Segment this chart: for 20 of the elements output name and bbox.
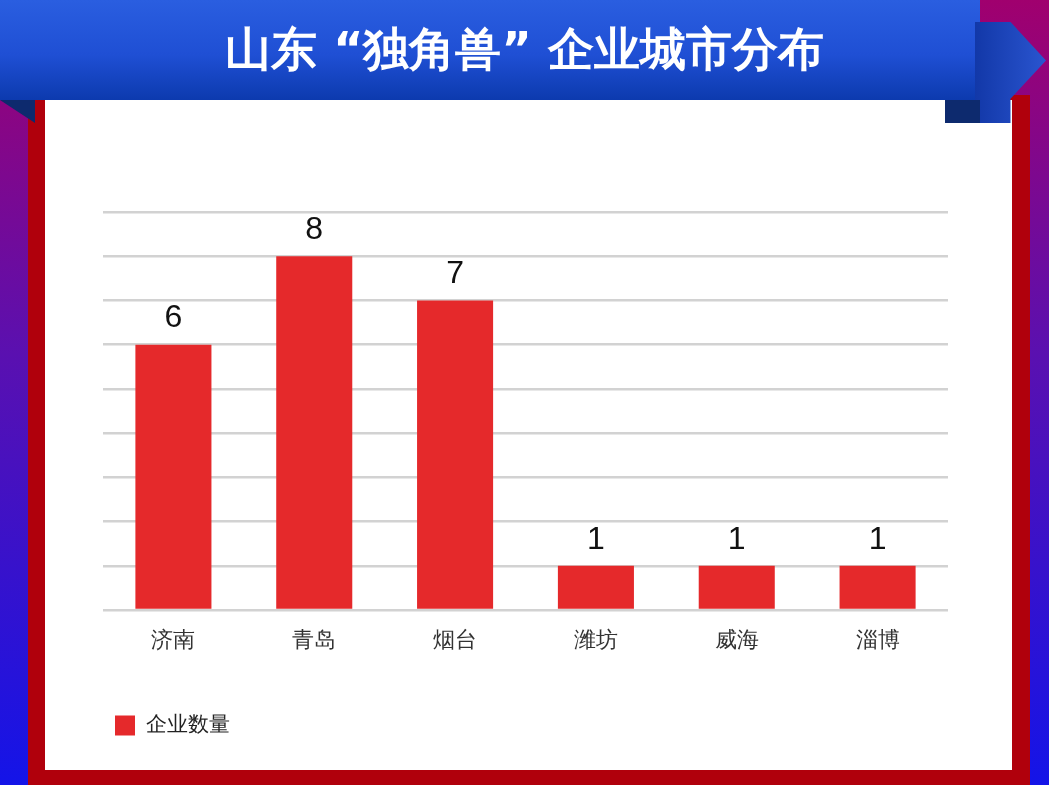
x-tick-label: 青岛 bbox=[292, 626, 337, 652]
chart-title: 山东 “独角兽” 企业城市分布 bbox=[224, 21, 825, 78]
x-tick-label: 潍坊 bbox=[573, 626, 618, 652]
x-tick-label: 烟台 bbox=[433, 626, 478, 652]
bar bbox=[276, 256, 353, 609]
data-label: 1 bbox=[727, 519, 746, 556]
bar bbox=[698, 565, 775, 609]
data-label: 1 bbox=[868, 519, 887, 556]
data-label: 6 bbox=[164, 298, 183, 335]
x-tick-label: 济南 bbox=[151, 626, 196, 652]
bar bbox=[135, 344, 212, 609]
x-tick-label: 淄博 bbox=[855, 626, 900, 652]
bar bbox=[839, 565, 916, 609]
data-label: 8 bbox=[305, 210, 324, 247]
data-label: 1 bbox=[587, 519, 605, 556]
legend-label: 企业数量 bbox=[145, 711, 230, 736]
bar bbox=[557, 565, 634, 609]
bar bbox=[417, 300, 494, 609]
x-tick-label: 威海 bbox=[714, 626, 759, 652]
data-label: 7 bbox=[446, 254, 464, 291]
